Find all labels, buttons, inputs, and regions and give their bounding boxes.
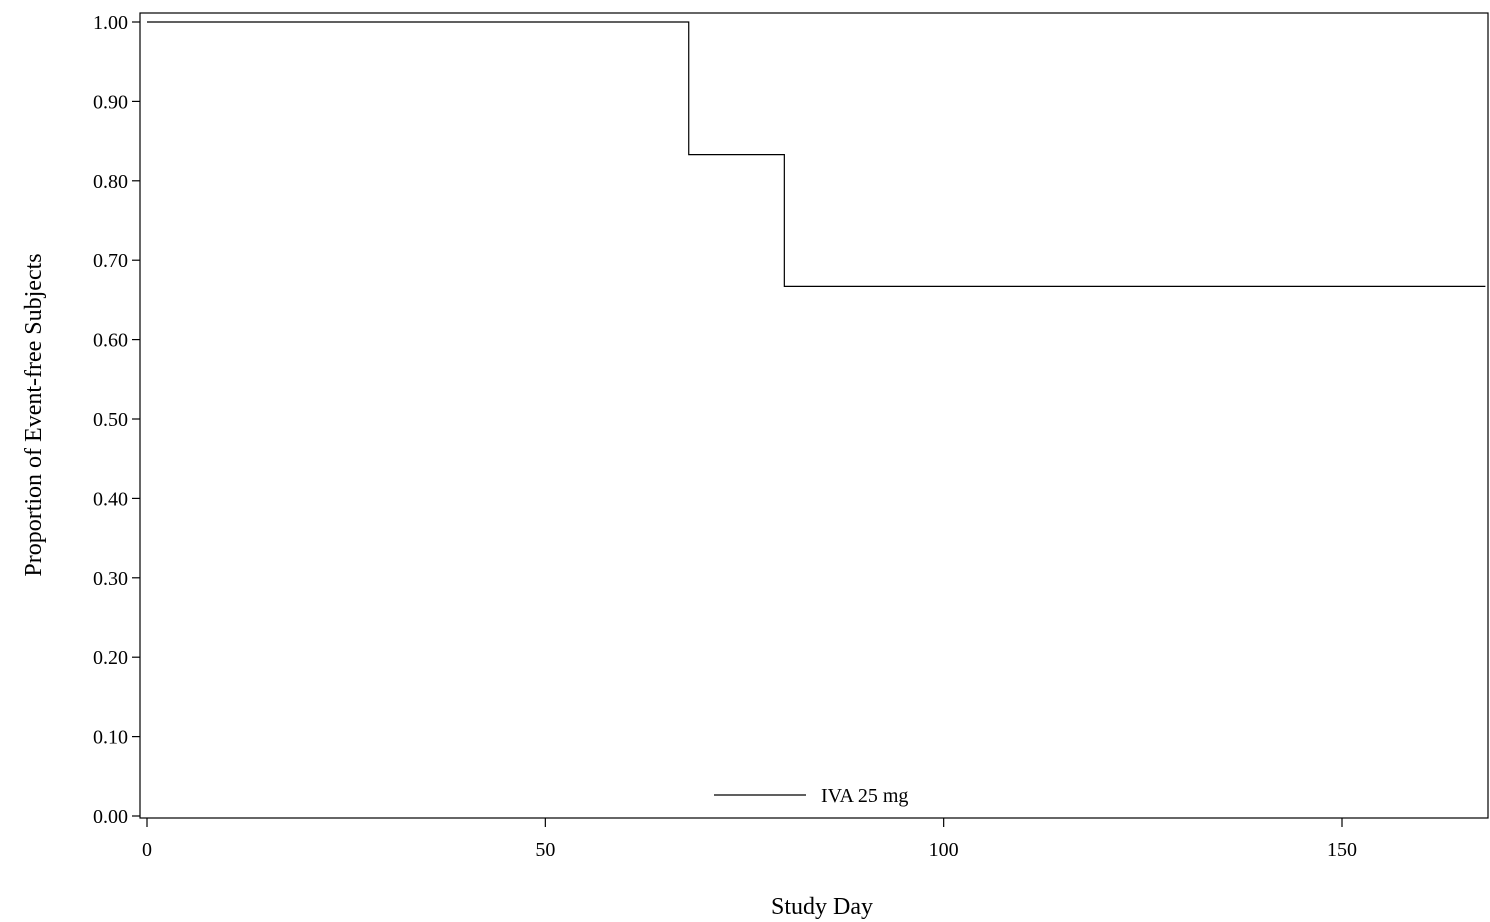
y-tick-label: 0.80 — [93, 171, 128, 193]
plot-border — [139, 12, 1489, 819]
y-tick-label: 0.60 — [93, 330, 128, 352]
y-axis-title: Proportion of Event-free Subjects — [21, 253, 47, 576]
y-tick-label: 0.90 — [93, 91, 128, 113]
y-tick-label: 1.00 — [93, 12, 128, 34]
x-tick-label: 50 — [535, 839, 555, 861]
legend: IVA 25 mg — [714, 785, 908, 807]
x-axis: 0 50 100 150 — [142, 818, 1357, 861]
x-tick-label: 150 — [1327, 839, 1357, 861]
y-tick-label: 0.40 — [93, 488, 128, 510]
x-tick-label: 0 — [142, 839, 152, 861]
x-axis-title: Study Day — [771, 894, 873, 920]
legend-label: IVA 25 mg — [821, 785, 908, 807]
y-tick-label: 0.70 — [93, 250, 128, 272]
y-tick-label: 0.00 — [93, 806, 128, 828]
y-axis: 0.00 0.10 0.20 0.30 0.40 0.50 0.60 0.70 0.80 0.90… — [93, 12, 140, 828]
y-tick-label: 0.50 — [93, 409, 128, 431]
plot-frame — [139, 12, 1489, 819]
y-tick-label: 0.30 — [93, 568, 128, 590]
series-line — [147, 21, 1486, 288]
y-tick-label: 0.10 — [93, 727, 128, 749]
y-tick-label: 0.20 — [93, 647, 128, 669]
series-layer — [147, 21, 1486, 288]
x-tick-label: 100 — [929, 839, 959, 861]
